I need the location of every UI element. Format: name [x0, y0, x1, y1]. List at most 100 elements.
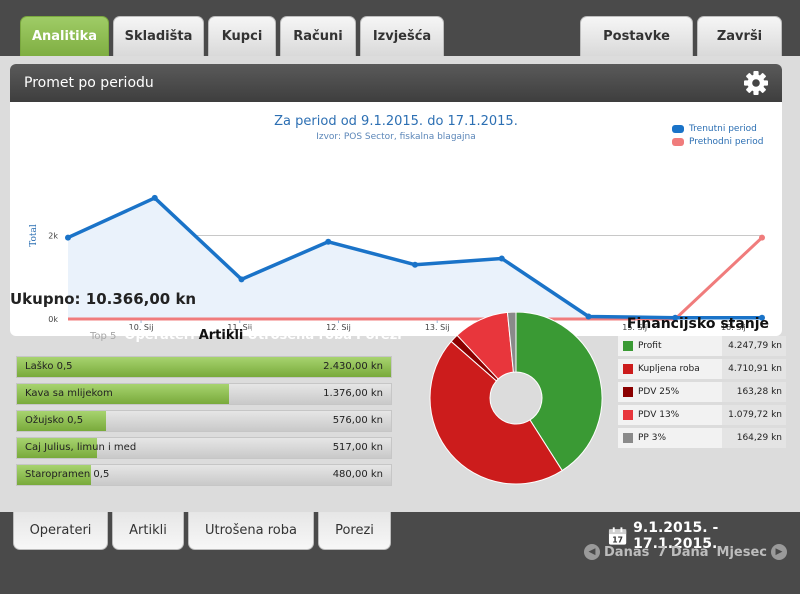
prev-arrow-icon[interactable]: ◀: [584, 544, 600, 560]
series-current-point: [65, 234, 71, 241]
financial-donut-chart: [429, 312, 603, 485]
top5-item-name: Staropramen 0,5: [25, 469, 110, 480]
series-current-point: [498, 255, 505, 262]
top5-item-name: Laško 0,5: [25, 361, 73, 372]
financial-item-value: 163,28 kn: [722, 382, 786, 402]
tab-analitika[interactable]: Analitika: [20, 16, 109, 56]
series-current-point: [412, 261, 418, 268]
top5-bar-row[interactable]: Kava sa mlijekom 1.376,00 kn: [16, 383, 392, 405]
bottom-tab-porezi[interactable]: Porezi: [318, 512, 391, 550]
series-current-point: [672, 314, 679, 321]
top5-tab-utrosena-roba[interactable]: Utrošena roba: [247, 328, 353, 343]
top5-bar-row[interactable]: Laško 0,5 2.430,00 kn: [16, 356, 392, 378]
series-current-point: [151, 194, 158, 201]
top5-bar-fill: [17, 411, 106, 431]
panel-title: Promet po periodu: [24, 75, 154, 91]
bottom-tab-artikli[interactable]: Artikli: [112, 512, 184, 550]
series-current-area: [68, 197, 762, 319]
series-current-point: [325, 238, 332, 245]
gear-icon[interactable]: [742, 69, 770, 97]
top5-item-value: 2.430,00 kn: [323, 361, 383, 372]
top5-label: Top 5: [90, 331, 117, 342]
legend-swatch-current: [672, 125, 684, 133]
series-current-point: [759, 314, 765, 321]
legend-item-previous[interactable]: Prethodni period: [672, 137, 764, 147]
top5-bar-row[interactable]: Caj Julius, limun i med 517,00 kn: [16, 437, 392, 459]
tab-kupci[interactable]: Kupci: [208, 16, 276, 56]
financial-item-value: 4.710,91 kn: [722, 359, 786, 379]
legend-label-current: Trenutni period: [689, 124, 757, 134]
next-arrow-icon[interactable]: ▶: [771, 544, 787, 560]
legend-label-previous: Prethodni period: [689, 137, 764, 147]
financial-item-name: PP 3%: [638, 433, 666, 443]
financial-item-value: 164,29 kn: [722, 428, 786, 448]
date-range-label: 9.1.2015. - 17.1.2015.: [633, 520, 719, 552]
financial-item-name: PDV 13%: [638, 410, 680, 420]
tab-racuni[interactable]: Računi: [280, 16, 356, 56]
period-nav: ◀ Danas 7 Dana Mjesec ▶: [584, 544, 787, 560]
top5-bar-row[interactable]: Staropramen 0,5 480,00 kn: [16, 464, 392, 486]
financial-swatch: [623, 433, 633, 443]
bottom-tab-operateri[interactable]: Operateri: [13, 512, 108, 550]
top5-bar-fill: [17, 357, 391, 377]
top5-item-value: 517,00 kn: [332, 442, 383, 453]
top5-item-value: 480,00 kn: [332, 469, 383, 480]
chart-subtitle: Izvor: POS Sector, fiskalna blagajna: [316, 132, 476, 142]
financial-item-value: 1.079,72 kn: [722, 405, 786, 425]
top5-tab-artikli[interactable]: Artikli: [198, 328, 244, 343]
date-range[interactable]: 17 9.1.2015. - 17.1.2015.: [608, 520, 800, 552]
top5-item-name: Caj Julius, limun i med: [25, 442, 137, 453]
y-tick-label: 0k: [48, 315, 58, 324]
series-current-point: [585, 313, 592, 320]
calendar-icon[interactable]: 17: [608, 526, 627, 546]
top5-bar-fill: [17, 465, 92, 485]
series-previous-point: [759, 234, 765, 241]
y-tick-label: 2k: [48, 232, 58, 241]
financial-title: Financijsko stanje: [626, 316, 770, 332]
y-axis-label: Total: [29, 224, 39, 247]
sales-card: Promet po periodu 0k 2k Total 10. Sij 11. Si…: [10, 64, 782, 336]
period-month[interactable]: Mjesec: [716, 544, 767, 560]
tab-postavke[interactable]: Postavke: [580, 16, 693, 56]
top-bar: Analitika Skladišta Kupci Računi Izvješć…: [0, 0, 800, 60]
main-panel: Promet po periodu 0k 2k Total 10. Sij 11. Si…: [0, 56, 800, 512]
financial-swatch: [623, 341, 633, 351]
top5-bar-list: Laško 0,5 2.430,00 kn Kava sa mlijekom 1.37…: [16, 356, 392, 491]
tab-skladista[interactable]: Skladišta: [113, 16, 204, 56]
top5-header: Top 5 Operateri Artikli Utrošena roba Po…: [90, 328, 406, 343]
bottom-tab-utrosena-roba[interactable]: Utrošena roba: [188, 512, 314, 550]
series-current-point: [238, 276, 245, 283]
chart-legend: Trenutni period Prethodni period: [672, 124, 764, 150]
financial-row[interactable]: PDV 13% 1.079,72 kn: [618, 405, 786, 425]
top5-bar-row[interactable]: Ožujsko 0,5 576,00 kn: [16, 410, 392, 432]
top5-tab-porezi[interactable]: Porezi: [356, 328, 402, 343]
financial-item-name: Kupljena roba: [638, 364, 700, 374]
financial-item-value: 4.247,79 kn: [722, 336, 786, 356]
top5-tab-operateri[interactable]: Operateri: [124, 328, 195, 343]
financial-swatch: [623, 387, 633, 397]
financial-row[interactable]: Kupljena roba 4.710,91 kn: [618, 359, 786, 379]
period-7-days[interactable]: 7 Dana: [657, 544, 709, 560]
top5-item-name: Ožujsko 0,5: [25, 415, 84, 426]
legend-item-current[interactable]: Trenutni period: [672, 124, 764, 134]
calendar-day: 17: [612, 536, 623, 545]
tab-izvjesca[interactable]: Izvješća: [360, 16, 444, 56]
card-header: Promet po periodu: [10, 64, 782, 102]
tab-zavrsi[interactable]: Završi: [697, 16, 782, 56]
financial-row[interactable]: PP 3% 164,29 kn: [618, 428, 786, 448]
financial-row[interactable]: Profit 4.247,79 kn: [618, 336, 786, 356]
donut-slice[interactable]: [506, 312, 517, 373]
top5-item-name: Kava sa mlijekom: [25, 388, 113, 399]
donut-slice[interactable]: [429, 340, 563, 485]
legend-swatch-previous: [672, 138, 684, 146]
period-today[interactable]: Danas: [604, 544, 650, 560]
financial-row[interactable]: PDV 25% 163,28 kn: [618, 382, 786, 402]
x-tick-label: 13. Sij: [425, 323, 450, 332]
financial-swatch: [623, 364, 633, 374]
top5-bar-fill: [17, 384, 229, 404]
chart-title: Za period od 9.1.2015. do 17.1.2015.: [274, 114, 518, 129]
x-tick-label: 11. Sij: [227, 323, 252, 332]
financial-item-name: Profit: [638, 341, 662, 351]
